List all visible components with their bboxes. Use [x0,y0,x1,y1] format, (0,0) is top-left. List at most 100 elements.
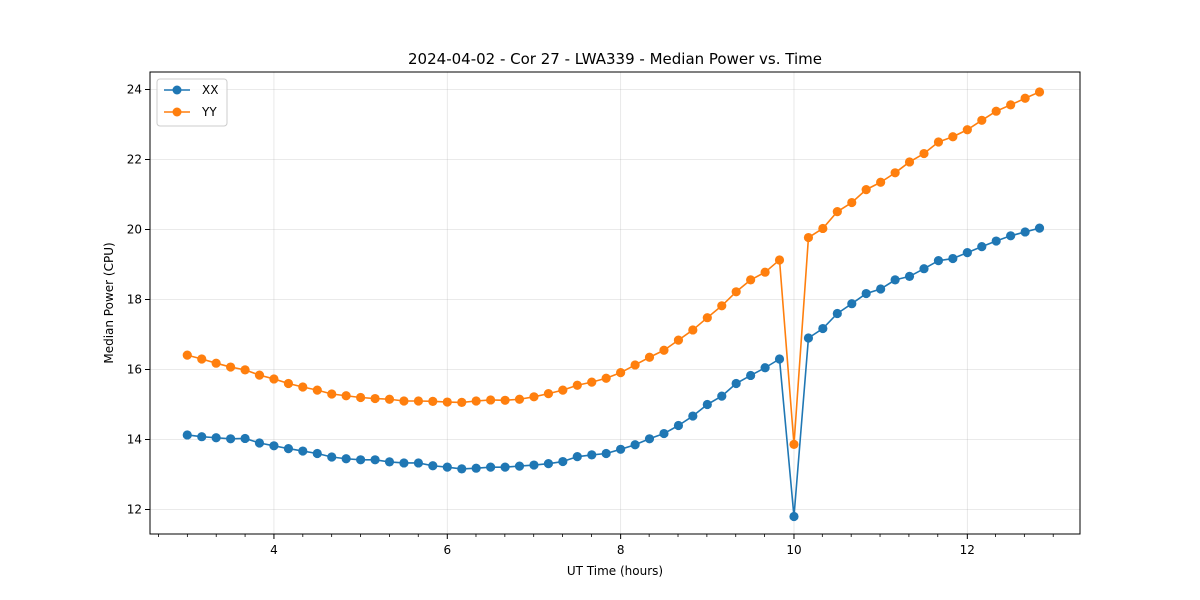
data-point-xx [341,454,351,464]
data-point-xx [731,378,741,389]
data-point-yy [370,393,380,404]
data-point-yy [818,223,828,234]
data-point-xx [486,462,496,472]
data-point-yy [1034,87,1045,97]
data-point-xx [991,236,1001,246]
y-axis-label: Median Power (CPU) [102,242,116,363]
x-tick-label: 6 [443,543,451,557]
data-point-xx [370,455,380,465]
chart-title: 2024-04-02 - Cor 27 - LWA339 - Median Po… [408,50,822,68]
data-point-xx [746,370,756,381]
data-point-yy [774,255,785,265]
data-point-xx [182,430,192,440]
data-point-yy [442,397,452,407]
data-point-yy [341,391,351,401]
data-point-yy [601,373,611,383]
plot-frame [149,71,1081,535]
data-point-xx [283,444,294,454]
data-point-xx [1006,231,1016,241]
x-tick-label: 8 [617,543,625,557]
data-point-xx [847,299,857,309]
data-point-xx [471,463,481,473]
data-point-xx [919,264,929,274]
grid-lines [150,72,1080,534]
data-point-yy [514,394,525,404]
data-point-xx [977,242,987,252]
data-point-xx [818,323,828,334]
data-point-yy [197,354,207,364]
data-point-xx [500,462,510,472]
x-tick-label: 10 [786,543,801,557]
data-point-xx [529,460,539,470]
data-point-xx [948,253,958,264]
data-point-yy [486,395,496,405]
x-tick-label: 12 [960,543,975,557]
data-point-yy [977,115,987,125]
data-point-xx [399,458,409,468]
data-point-yy [399,396,409,406]
data-point-yy [298,382,308,392]
data-point-yy [644,352,655,362]
data-point-yy [803,232,814,243]
data-point-xx [298,446,308,456]
y-tick-label: 18 [127,293,142,307]
data-point-xx [442,462,452,472]
data-point-yy [1020,93,1030,103]
data-point-yy [616,368,626,378]
data-point-yy [659,345,669,355]
data-point-yy [962,125,972,135]
data-point-yy [919,148,929,159]
data-point-xx [832,308,842,319]
data-point-xx [543,459,554,469]
y-tick-label: 24 [127,83,142,97]
data-point-yy [558,385,568,395]
data-point-xx [702,399,712,410]
data-point-xx [327,452,337,462]
data-point-yy [182,350,192,360]
data-point-xx [356,455,366,465]
data-point-yy [832,207,842,217]
y-tick-label: 16 [127,363,142,377]
legend-marker-xx [172,85,182,95]
data-point-yy [876,177,886,187]
data-point-xx [587,450,597,460]
data-point-xx [572,452,582,462]
data-point-xx [312,448,322,459]
data-point-yy [1006,100,1016,110]
data-point-xx [933,256,944,266]
y-tick-label: 12 [127,503,142,517]
data-point-xx [688,411,698,421]
data-point-yy [384,394,395,404]
data-point-xx [269,441,279,451]
data-point-xx [413,458,424,468]
data-point-yy [688,325,698,335]
data-point-yy [543,389,554,399]
legend-label-yy: YY [201,105,217,119]
y-tick-label: 22 [127,153,142,167]
data-point-xx [644,434,655,444]
data-point-xx [673,420,684,431]
data-point-xx [803,333,814,343]
data-point-xx [601,448,611,459]
data-point-yy [746,275,756,285]
data-point-xx [616,444,626,454]
data-point-yy [991,106,1001,116]
data-point-xx [774,354,785,364]
data-point-xx [962,248,972,258]
data-point-xx [1034,223,1045,233]
axis-ticks: 4 6 8 10 12 12 14 16 18 20 22 24 [127,83,1054,557]
data-point-yy [630,360,640,370]
data-point-yy [933,137,944,147]
data-point-yy [312,385,322,395]
data-point-yy [587,377,597,387]
data-point-yy [948,132,958,142]
data-point-xx [876,284,886,294]
data-point-yy [356,392,366,403]
data-point-yy [789,439,799,449]
x-tick-label: 4 [270,543,278,557]
data-point-yy [457,397,467,407]
data-point-yy [240,365,250,375]
data-point-xx [384,457,395,467]
data-point-yy [861,185,871,195]
